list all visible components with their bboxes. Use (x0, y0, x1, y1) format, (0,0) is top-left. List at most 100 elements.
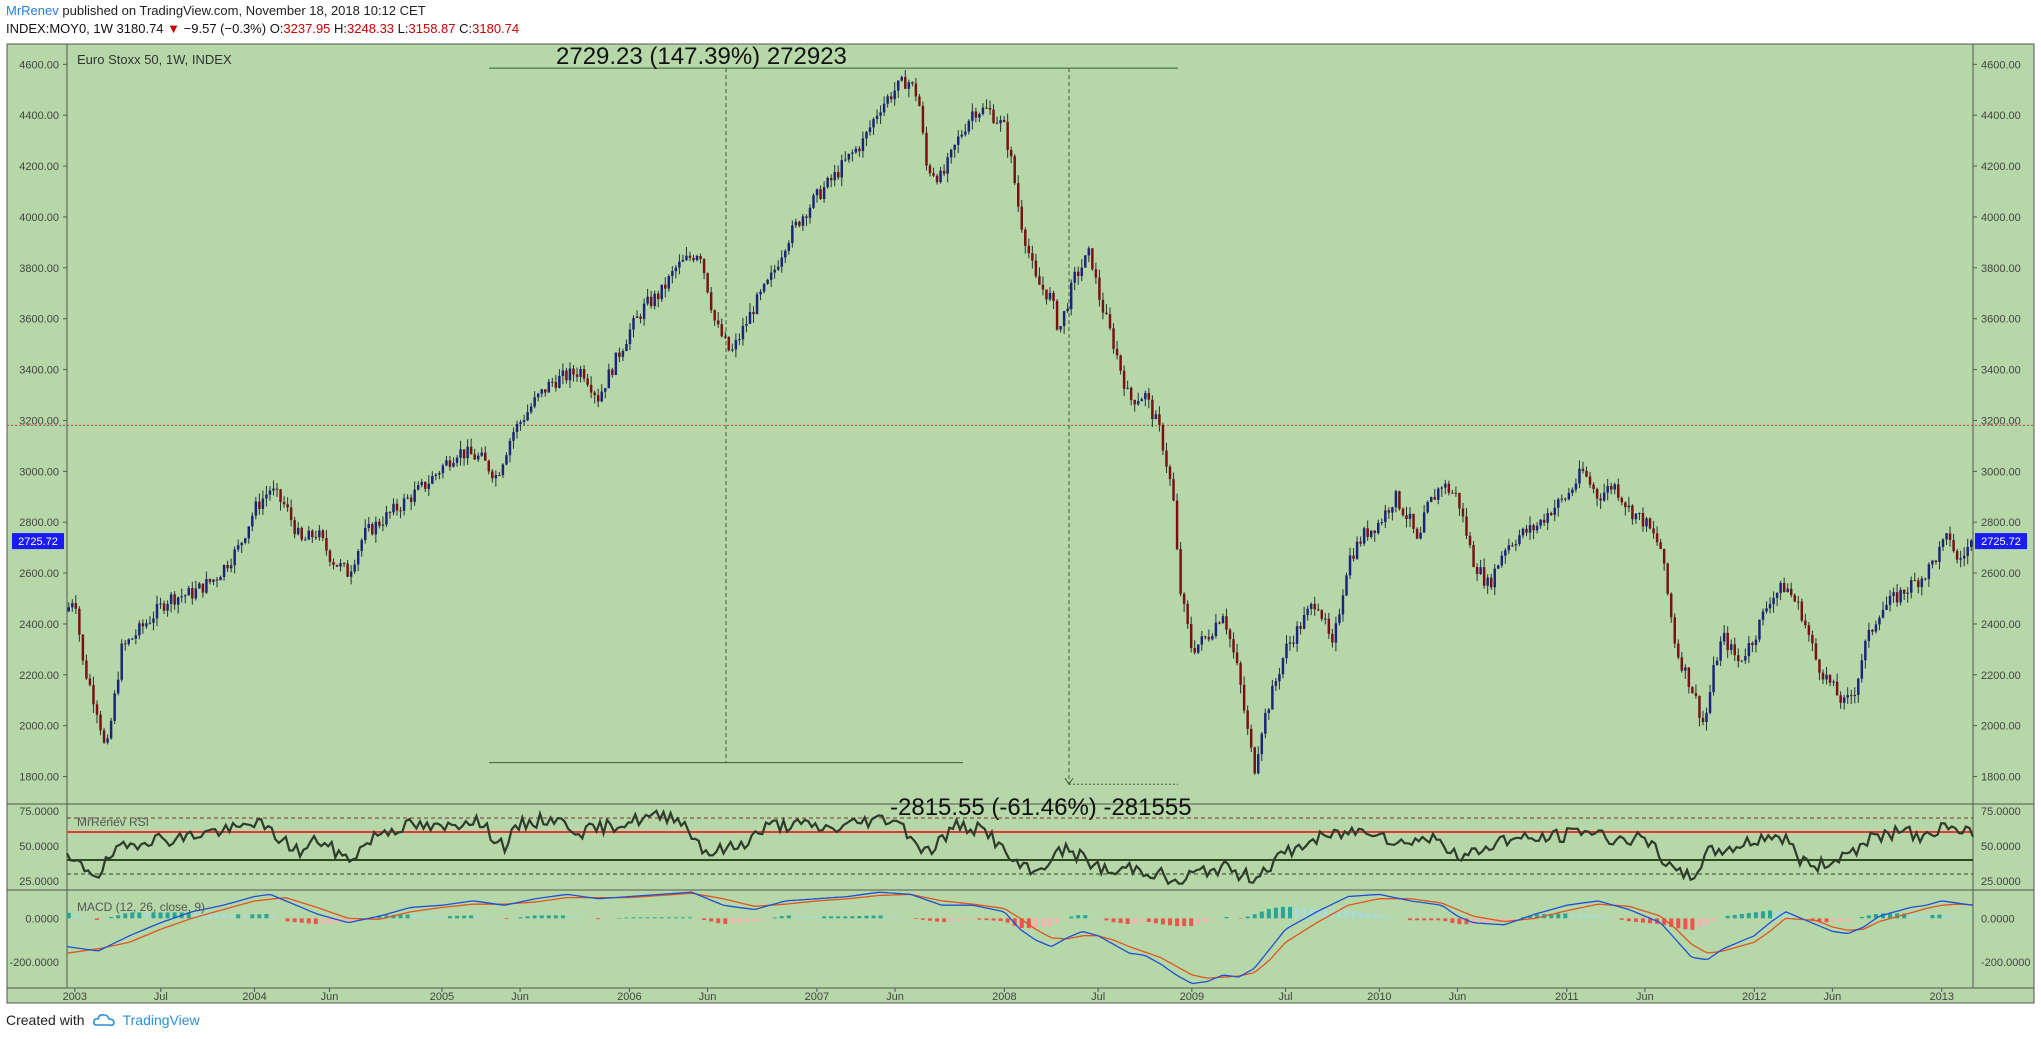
candle-body (1948, 533, 1952, 540)
candle-body (724, 336, 727, 338)
candle-body (1317, 609, 1320, 611)
candle-body (649, 296, 653, 306)
candle-body (169, 594, 173, 604)
y-tick-label-left: 4200.00 (19, 161, 59, 173)
macd-histogram-bar (1577, 914, 1582, 919)
candle-body (752, 311, 755, 315)
candle-body (1002, 120, 1006, 122)
candle-body (713, 310, 716, 321)
candle-body (1193, 648, 1196, 653)
candle-body (1391, 507, 1394, 513)
candle-body (1945, 533, 1948, 540)
candle-body (321, 530, 325, 538)
candle-body (872, 119, 875, 128)
candle-body (904, 77, 907, 89)
macd-histogram-bar (1612, 918, 1617, 919)
candle-body (487, 460, 491, 472)
candle-body (131, 638, 134, 640)
macd-histogram-bar (1499, 918, 1504, 922)
candle-body (1571, 489, 1574, 494)
candle-body (1239, 663, 1242, 685)
macd-histogram-bar (1422, 918, 1427, 921)
candle-body (600, 391, 603, 402)
candle-body (1158, 414, 1161, 425)
candle-body (106, 738, 109, 743)
candle-body (1962, 555, 1966, 559)
candle-body (1197, 644, 1200, 653)
candle-body (1518, 535, 1521, 545)
macd-histogram-bar (687, 917, 692, 919)
macd-histogram-bar (455, 915, 460, 919)
candle-body (1338, 614, 1341, 624)
x-tick-label: Jun (886, 991, 904, 1003)
macd-histogram-bar (1153, 918, 1158, 924)
candle-body (1387, 510, 1391, 513)
macd-histogram-bar (469, 915, 474, 919)
candle-body (1401, 508, 1405, 516)
candle-body (233, 549, 236, 566)
x-tick-label: Jun (1449, 991, 1467, 1003)
macd-histogram-bar (1944, 915, 1949, 919)
candle-body (1789, 588, 1793, 596)
candle-body (1588, 476, 1592, 485)
macd-histogram-bar (1026, 918, 1031, 929)
candle-body (1581, 468, 1585, 471)
macd-histogram-bar (1937, 914, 1942, 919)
macd-histogram-bar (539, 915, 544, 919)
x-tick-label: Jul (1091, 991, 1105, 1003)
macd-histogram-bar (66, 912, 71, 919)
tradingview-link[interactable]: TradingView (122, 1012, 200, 1028)
candle-body (1444, 483, 1447, 488)
author-link[interactable]: MrRenev (6, 3, 59, 18)
candle-body (695, 256, 699, 261)
candle-body (1528, 525, 1532, 533)
candle-body (1451, 492, 1454, 494)
candle-body (416, 485, 420, 490)
low-value: 3158.87 (408, 21, 456, 36)
candle-body (1645, 518, 1648, 527)
candle-body (879, 112, 882, 116)
macd-histogram-bar (822, 916, 827, 919)
macd-histogram-bar (949, 918, 954, 922)
candle-body (81, 634, 85, 661)
candle-body (907, 82, 911, 89)
y-tick-label-right: 2600.00 (1981, 568, 2021, 580)
macd-histogram-bar (1450, 918, 1455, 923)
x-tick-label: Jun (1636, 991, 1654, 1003)
candle-body (1754, 639, 1758, 646)
candle-body (1888, 595, 1892, 605)
candle-body (1609, 485, 1613, 490)
candle-body (392, 503, 395, 513)
candle-body (918, 96, 921, 106)
macd-histogram-bar (1930, 914, 1935, 919)
candle-body (844, 159, 847, 161)
y-tick-label-right: 3400.00 (1981, 365, 2021, 377)
x-tick-label: Jul (154, 991, 168, 1003)
candle-body (614, 352, 618, 375)
candle-body (1091, 248, 1094, 270)
candle-body (1288, 642, 1292, 644)
y-tick-label-left: 2000.00 (19, 721, 59, 733)
macd-histogram-bar (1372, 913, 1377, 919)
macd-histogram-bar (1069, 916, 1074, 919)
candle-body (1966, 546, 1969, 556)
candle-body (247, 526, 251, 539)
candle-body (74, 603, 78, 609)
macd-histogram-bar (1111, 918, 1116, 923)
candle-body (300, 527, 303, 540)
macd-histogram-bar (779, 916, 784, 919)
candle-body (198, 583, 201, 589)
macd-histogram-bar (398, 914, 403, 919)
macd-histogram-bar (1464, 918, 1469, 925)
candle-body (1122, 370, 1126, 389)
candle-body (851, 152, 854, 154)
candle-body (138, 623, 141, 636)
candle-body (1521, 528, 1525, 536)
macd-histogram-bar (1626, 918, 1631, 922)
macd-histogram-bar (575, 916, 580, 919)
candle-body (141, 623, 145, 627)
y-tick-label-right: 3200.00 (1981, 415, 2021, 427)
macd-histogram-bar (1309, 908, 1314, 919)
candle-body (512, 432, 515, 441)
